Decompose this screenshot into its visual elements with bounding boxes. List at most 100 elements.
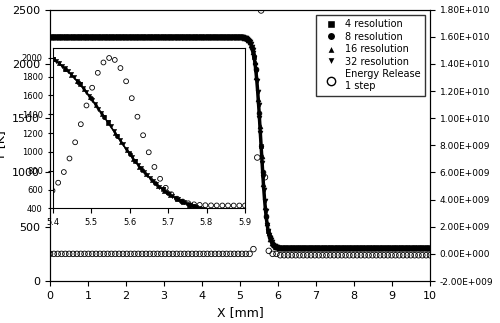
- Point: [163, 34, 171, 39]
- Point: [182, 34, 190, 39]
- Point: [303, 253, 311, 258]
- Point: [126, 34, 134, 39]
- Point: [112, 34, 120, 39]
- Point: [294, 246, 302, 251]
- Point: [62, 251, 70, 256]
- Point: [211, 251, 219, 256]
- Point: [346, 253, 354, 258]
- Point: [286, 246, 294, 251]
- Point: [53, 34, 61, 39]
- Point: [339, 246, 347, 251]
- Point: [332, 246, 340, 251]
- Point: [322, 253, 330, 258]
- Point: [366, 246, 374, 251]
- Point: [374, 246, 382, 251]
- Point: [249, 49, 257, 54]
- Point: [92, 34, 100, 39]
- Point: [56, 34, 64, 39]
- Point: [60, 34, 68, 39]
- Point: [424, 246, 432, 251]
- Point: [48, 56, 56, 61]
- Point: [300, 246, 308, 251]
- Point: [76, 34, 84, 39]
- Point: [227, 34, 235, 39]
- Point: [419, 246, 427, 251]
- Point: [330, 246, 338, 251]
- Point: [224, 34, 232, 39]
- Point: [62, 66, 70, 71]
- Point: [138, 167, 146, 172]
- Point: [265, 248, 273, 254]
- Point: [276, 253, 284, 258]
- Point: [70, 34, 78, 39]
- Point: [196, 34, 204, 39]
- Point: [217, 34, 225, 39]
- Point: [259, 174, 267, 179]
- Point: [146, 251, 154, 256]
- Point: [206, 34, 214, 39]
- Point: [204, 34, 212, 39]
- Point: [201, 34, 209, 39]
- Point: [190, 202, 198, 207]
- Point: [405, 246, 413, 251]
- Point: [308, 246, 316, 251]
- Point: [377, 246, 385, 251]
- Point: [105, 56, 113, 61]
- Point: [144, 34, 152, 39]
- Point: [343, 246, 351, 251]
- Point: [236, 203, 244, 208]
- Point: [405, 246, 413, 251]
- Point: [328, 246, 336, 251]
- Point: [234, 251, 242, 256]
- Point: [372, 246, 380, 251]
- Point: [91, 34, 99, 39]
- Point: [58, 34, 66, 39]
- Point: [234, 34, 242, 39]
- Point: [112, 34, 120, 39]
- Point: [46, 34, 54, 39]
- Point: [87, 96, 95, 101]
- Point: [184, 34, 192, 39]
- Point: [64, 34, 72, 39]
- Point: [317, 246, 325, 251]
- Point: [264, 228, 272, 233]
- Point: [322, 246, 330, 251]
- Point: [81, 34, 89, 39]
- Point: [328, 246, 336, 251]
- Point: [53, 34, 61, 39]
- Point: [74, 79, 82, 85]
- Point: [318, 253, 326, 258]
- Point: [94, 34, 102, 39]
- Point: [241, 203, 249, 208]
- Point: [358, 246, 366, 251]
- Point: [202, 34, 210, 39]
- Point: [54, 251, 62, 256]
- Point: [408, 246, 416, 251]
- Point: [390, 246, 398, 251]
- Point: [104, 121, 112, 126]
- Point: [244, 37, 252, 42]
- Point: [102, 34, 110, 39]
- Point: [370, 246, 378, 251]
- Point: [128, 96, 136, 101]
- Point: [124, 34, 132, 39]
- Point: [320, 246, 328, 251]
- Point: [349, 246, 357, 251]
- Point: [72, 34, 80, 39]
- Point: [134, 114, 141, 119]
- Point: [158, 34, 166, 39]
- Point: [152, 182, 160, 187]
- Point: [257, 145, 265, 151]
- Point: [137, 166, 145, 171]
- Point: [140, 34, 147, 39]
- Point: [86, 94, 94, 99]
- Point: [346, 246, 354, 251]
- Point: [252, 74, 260, 79]
- Point: [48, 34, 56, 39]
- Point: [136, 34, 144, 39]
- Point: [56, 34, 64, 39]
- Point: [140, 169, 148, 174]
- Point: [400, 246, 408, 251]
- Point: [97, 34, 105, 39]
- Point: [64, 34, 72, 39]
